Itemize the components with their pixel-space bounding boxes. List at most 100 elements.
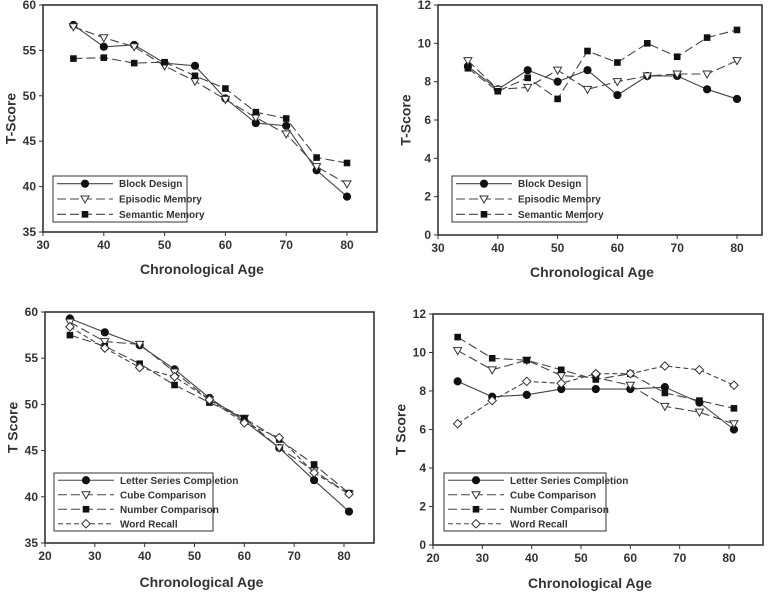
data-point bbox=[99, 338, 110, 347]
legend: Block Design Episodic Memory Semantic Memo… bbox=[52, 175, 205, 223]
series-episodic-memory bbox=[68, 23, 352, 189]
legend-label: Block Design bbox=[119, 179, 182, 190]
data-point bbox=[463, 57, 473, 66]
chart-panel-3: 20 30 40 50 60 70 80 35 40 45 50 55 60 Chronological … bbox=[5, 305, 375, 590]
data-point bbox=[522, 390, 531, 399]
data-point bbox=[70, 55, 77, 62]
data-point bbox=[592, 376, 600, 383]
y-tick-label: 0 bbox=[419, 538, 426, 552]
legend-marker bbox=[81, 211, 89, 218]
data-point bbox=[100, 328, 109, 337]
data-point bbox=[68, 23, 79, 32]
data-point bbox=[521, 376, 532, 387]
data-point bbox=[274, 432, 285, 443]
x-tick-label: 60 bbox=[238, 549, 252, 563]
data-point bbox=[522, 83, 533, 93]
data-point bbox=[452, 418, 463, 429]
x-tick-label: 50 bbox=[158, 238, 172, 252]
legend-marker bbox=[480, 211, 488, 218]
data-point bbox=[733, 26, 741, 34]
data-point bbox=[694, 408, 705, 418]
data-point bbox=[204, 394, 215, 405]
series-line bbox=[69, 321, 350, 495]
series-line bbox=[467, 60, 738, 90]
data-point bbox=[311, 163, 322, 172]
legend: Letter Series Completion Cube Comparison N… bbox=[53, 472, 238, 532]
series-line bbox=[467, 65, 738, 100]
x-tick-label: 40 bbox=[138, 549, 152, 563]
data-point bbox=[694, 364, 705, 375]
data-point bbox=[282, 121, 291, 130]
legend-marker bbox=[81, 491, 91, 500]
data-point bbox=[591, 384, 600, 394]
data-point bbox=[344, 507, 354, 516]
y-tick-label: 35 bbox=[25, 536, 39, 550]
x-axis-label: Chronological Age bbox=[528, 575, 652, 591]
data-point bbox=[161, 58, 168, 66]
legend-marker bbox=[479, 179, 489, 188]
series-cube-comparison bbox=[65, 318, 354, 500]
series-letter-series-completion bbox=[453, 377, 739, 434]
data-point bbox=[729, 380, 739, 391]
data-point bbox=[661, 389, 669, 397]
data-point bbox=[590, 368, 601, 379]
plot-frame bbox=[44, 311, 375, 544]
x-axis-label: Chronological Age bbox=[140, 574, 264, 590]
data-point bbox=[557, 366, 565, 374]
series-line bbox=[73, 24, 348, 198]
data-point bbox=[523, 66, 532, 75]
y-tick-label: 6 bbox=[424, 113, 431, 127]
x-tick-label: 80 bbox=[337, 549, 351, 563]
legend-marker bbox=[81, 476, 91, 485]
data-point bbox=[65, 321, 75, 332]
data-point bbox=[732, 57, 742, 66]
y-tick-label: 45 bbox=[23, 134, 37, 148]
data-point bbox=[703, 85, 712, 94]
y-tick-label: 12 bbox=[418, 0, 432, 12]
series-semantic-memory bbox=[70, 54, 351, 167]
legend-label: Semantic Memory bbox=[518, 210, 604, 221]
data-point bbox=[100, 54, 108, 61]
y-tick-label: 4 bbox=[419, 461, 426, 475]
series-line bbox=[69, 326, 350, 495]
series-line bbox=[457, 365, 735, 425]
y-tick-label: 55 bbox=[25, 351, 39, 365]
x-tick-label: 60 bbox=[624, 551, 638, 565]
x-tick-label: 60 bbox=[219, 238, 233, 252]
legend-label: Word Recall bbox=[510, 519, 568, 530]
x-tick-label: 80 bbox=[722, 551, 736, 565]
x-tick-label: 30 bbox=[36, 238, 50, 252]
legend-marker bbox=[471, 491, 481, 500]
data-point bbox=[309, 467, 320, 478]
legend-marker bbox=[81, 518, 91, 529]
x-tick-label: 70 bbox=[673, 551, 687, 565]
data-point bbox=[552, 66, 563, 76]
data-point bbox=[696, 397, 703, 404]
y-tick-label: 60 bbox=[25, 305, 39, 319]
data-point bbox=[672, 70, 683, 80]
y-tick-label: 35 bbox=[23, 225, 37, 239]
y-tick-label: 10 bbox=[413, 346, 427, 360]
plot-frame bbox=[42, 4, 378, 233]
y-axis-label: T-Score bbox=[3, 93, 19, 145]
y-tick-label: 60 bbox=[23, 0, 37, 12]
data-point bbox=[453, 377, 462, 386]
x-tick-label: 40 bbox=[97, 238, 111, 252]
y-tick-label: 50 bbox=[25, 397, 39, 411]
data-point bbox=[452, 347, 463, 356]
data-point bbox=[464, 64, 472, 72]
y-tick-label: 40 bbox=[25, 490, 39, 504]
y-tick-label: 0 bbox=[424, 228, 431, 242]
data-point bbox=[487, 395, 498, 406]
legend-label: Number Comparison bbox=[120, 505, 219, 516]
y-tick-label: 2 bbox=[419, 500, 426, 514]
series-line bbox=[467, 29, 738, 100]
data-point bbox=[614, 59, 621, 66]
data-point bbox=[673, 53, 681, 61]
data-point bbox=[274, 444, 285, 453]
legend-marker bbox=[472, 505, 480, 513]
data-point bbox=[644, 40, 651, 47]
data-point bbox=[613, 90, 622, 100]
data-point bbox=[625, 368, 636, 379]
data-point bbox=[252, 108, 260, 116]
